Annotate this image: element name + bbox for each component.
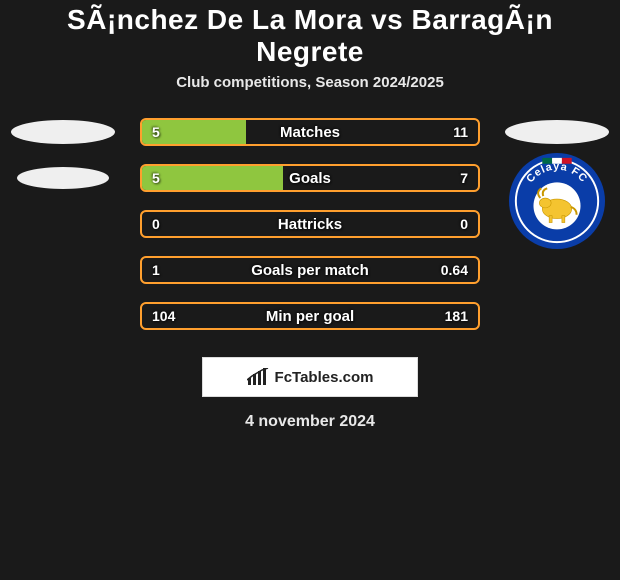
stat-row: 5 Matches 11 <box>0 109 620 155</box>
page-subtitle: Club competitions, Season 2024/2025 <box>0 74 620 109</box>
page-title: SÃ¡nchez De La Mora vs BarragÃ¡n Negrete <box>0 0 620 74</box>
snapshot-date: 4 november 2024 <box>0 413 620 431</box>
stat-row: 104 Min per goal 181 <box>0 293 620 339</box>
stat-bar: 5 Goals 7 <box>140 164 480 192</box>
stat-value-right: 181 <box>445 308 468 324</box>
stat-value-right: 0.64 <box>441 262 468 278</box>
stat-bar: 5 Matches 11 <box>140 118 480 146</box>
bar-chart-icon <box>247 368 269 386</box>
stat-bar: 104 Min per goal 181 <box>140 302 480 330</box>
stat-value-right: 0 <box>460 216 468 232</box>
stats-rows: 5 Matches 11 5 Goals 7 <box>0 109 620 339</box>
player-photo-placeholder-icon <box>505 120 609 144</box>
stat-bar: 1 Goals per match 0.64 <box>140 256 480 284</box>
brand-box[interactable]: FcTables.com <box>202 357 418 397</box>
stat-row: 5 Goals 7 Celaya FC <box>0 155 620 201</box>
stat-row: 1 Goals per match 0.64 <box>0 247 620 293</box>
player-photo-placeholder-icon <box>17 167 109 189</box>
right-photo-slot <box>502 120 612 144</box>
comparison-card: SÃ¡nchez De La Mora vs BarragÃ¡n Negrete… <box>0 0 620 431</box>
stat-label: Goals <box>142 170 478 187</box>
brand-text: FcTables.com <box>275 369 374 386</box>
stat-label: Min per goal <box>142 308 478 325</box>
left-photo-slot <box>8 120 118 144</box>
stat-label: Hattricks <box>142 216 478 233</box>
stat-label: Goals per match <box>142 262 478 279</box>
stat-value-right: 11 <box>453 124 468 140</box>
stat-bar: 0 Hattricks 0 <box>140 210 480 238</box>
stat-label: Matches <box>142 124 478 141</box>
left-photo-slot <box>8 167 118 189</box>
stat-value-right: 7 <box>460 170 468 186</box>
stat-row: 0 Hattricks 0 <box>0 201 620 247</box>
player-photo-placeholder-icon <box>11 120 115 144</box>
